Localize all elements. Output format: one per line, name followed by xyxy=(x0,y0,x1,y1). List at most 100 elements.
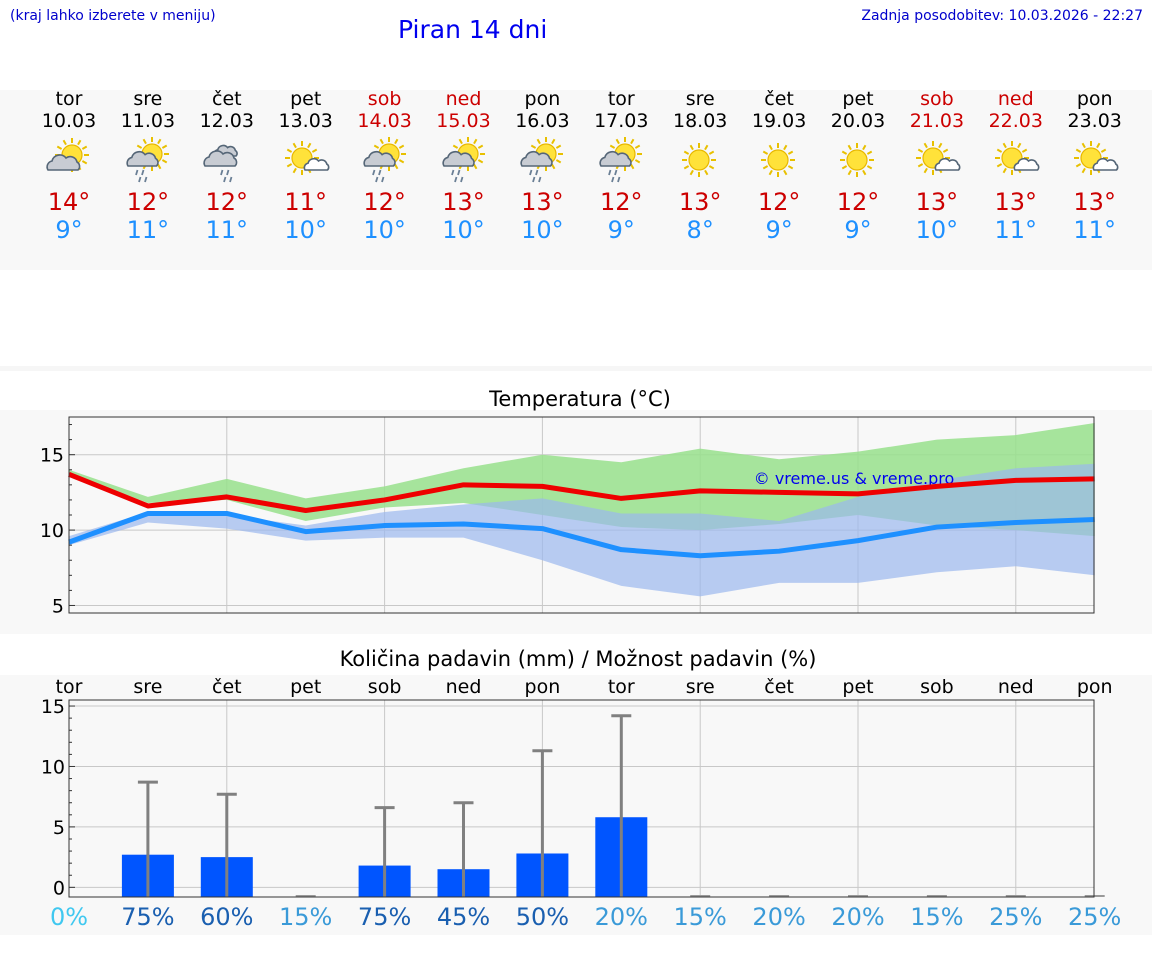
cloud-shape xyxy=(934,157,961,171)
rain-drop xyxy=(532,176,536,183)
last-updated: Zadnja posodobitev: 10.03.2026 - 22:27 xyxy=(861,8,1143,24)
day-max-temp: 11° xyxy=(284,188,327,216)
sun-ray xyxy=(783,169,788,176)
rain-drop xyxy=(371,169,375,176)
precip-chance-value: 25% xyxy=(989,903,1043,931)
precipitation-chart: tor sre čet pet sob ned pon tor sre čet pet sob ned p… xyxy=(41,676,1113,899)
day-name: tor xyxy=(607,88,635,110)
sun-cloud-icon xyxy=(46,138,89,172)
y-tick-label: 5 xyxy=(52,595,64,617)
x-category-label: čet xyxy=(764,676,794,698)
sun-ray xyxy=(866,150,873,155)
rain-drop xyxy=(380,176,384,183)
sun-ray xyxy=(1081,142,1086,149)
day-column: ned 22.03 13° 11° xyxy=(976,88,1056,244)
rain-drop xyxy=(141,169,145,176)
x-category-label: ned xyxy=(446,676,482,698)
sun-ray xyxy=(689,169,695,176)
rain-drops xyxy=(219,169,233,183)
sun-ray xyxy=(787,165,794,170)
cloud-shape xyxy=(441,150,475,167)
sun-ray xyxy=(157,163,162,170)
day-name: sre xyxy=(685,88,715,110)
precip-chance-value: 75% xyxy=(357,903,412,931)
x-category-label: čet xyxy=(212,676,242,698)
sun-ray xyxy=(942,148,949,153)
sun-ray xyxy=(393,138,398,145)
day-date: 20.03 xyxy=(830,110,886,132)
day-min-temp: 10° xyxy=(915,216,959,244)
rain-drop xyxy=(535,169,539,176)
cloud-rain-icon xyxy=(203,144,238,183)
sun-ray xyxy=(841,150,848,155)
cloud-shape xyxy=(126,150,159,167)
sun-ray xyxy=(452,144,458,149)
x-category-label: ned xyxy=(998,676,1034,698)
day-name: čet xyxy=(764,88,794,110)
sun-ray xyxy=(62,139,67,146)
day-max-temp: 13° xyxy=(678,188,722,216)
sun-cloud-rain-icon xyxy=(441,137,485,183)
x-category-label: sob xyxy=(920,676,954,698)
sun-ray xyxy=(1081,167,1086,174)
sun-ray xyxy=(292,167,297,174)
sun-ray xyxy=(762,165,769,170)
sun-ray xyxy=(393,163,398,170)
sun-ray xyxy=(996,148,1002,153)
rain-drop xyxy=(135,169,139,176)
day-max-temp: 13° xyxy=(915,188,959,216)
y-tick-label: 5 xyxy=(53,817,65,839)
day-date: 22.03 xyxy=(988,110,1043,132)
rain-drops xyxy=(371,169,384,183)
sun-disc xyxy=(846,149,868,171)
day-min-temp: 10° xyxy=(442,216,485,244)
precip-chance-value: 20% xyxy=(831,903,885,931)
rain-drop xyxy=(614,169,618,176)
sun-ray xyxy=(1021,148,1028,153)
sun-rays xyxy=(994,141,1029,175)
sun-icon xyxy=(682,143,717,177)
day-name: pon xyxy=(524,88,561,110)
sun-ray xyxy=(551,138,556,145)
rain-drop xyxy=(453,176,457,183)
day-name: sob xyxy=(920,88,954,110)
y-tick-label: 10 xyxy=(41,756,65,778)
cloud-shape xyxy=(520,150,554,167)
max-temp-line xyxy=(68,471,1095,513)
day-min-temp: 9° xyxy=(55,216,83,244)
day-date: 19.03 xyxy=(751,110,807,132)
sun-ray xyxy=(1016,142,1022,149)
sun-ray xyxy=(161,159,168,164)
sun-ray xyxy=(768,144,773,151)
precipitation-frame xyxy=(68,699,1095,898)
sun-ray xyxy=(996,163,1002,168)
rain-drops xyxy=(135,169,148,183)
day-min-temp: 11° xyxy=(1073,216,1116,244)
rain-drop xyxy=(456,169,460,176)
sun-ray xyxy=(610,144,616,149)
rain-drops xyxy=(450,169,463,183)
sun-ray xyxy=(683,150,690,155)
day-min-temp: 11° xyxy=(126,216,170,244)
precip-chance-value: 25% xyxy=(1068,903,1122,931)
sun-ray xyxy=(787,150,794,155)
rain-drop xyxy=(538,176,542,183)
sun-rays xyxy=(682,143,717,177)
separator xyxy=(0,366,1152,371)
rain-drop xyxy=(608,169,612,176)
sun-ray xyxy=(847,169,852,176)
day-date: 12.03 xyxy=(199,110,254,132)
x-category-label: tor xyxy=(608,676,635,698)
sun-icon xyxy=(840,143,874,177)
sun-ray xyxy=(142,138,147,145)
sun-ray xyxy=(472,163,477,170)
sun-ray xyxy=(862,144,867,151)
cloud-shape xyxy=(362,150,396,167)
precip-chance-value: 60% xyxy=(200,903,254,931)
day-column: sob 21.03 13° 10° xyxy=(897,88,977,244)
day-name: pet xyxy=(290,88,322,110)
day-max-temp: 12° xyxy=(757,188,801,216)
rain-drop xyxy=(617,176,621,183)
min-temp-range xyxy=(69,463,1095,597)
